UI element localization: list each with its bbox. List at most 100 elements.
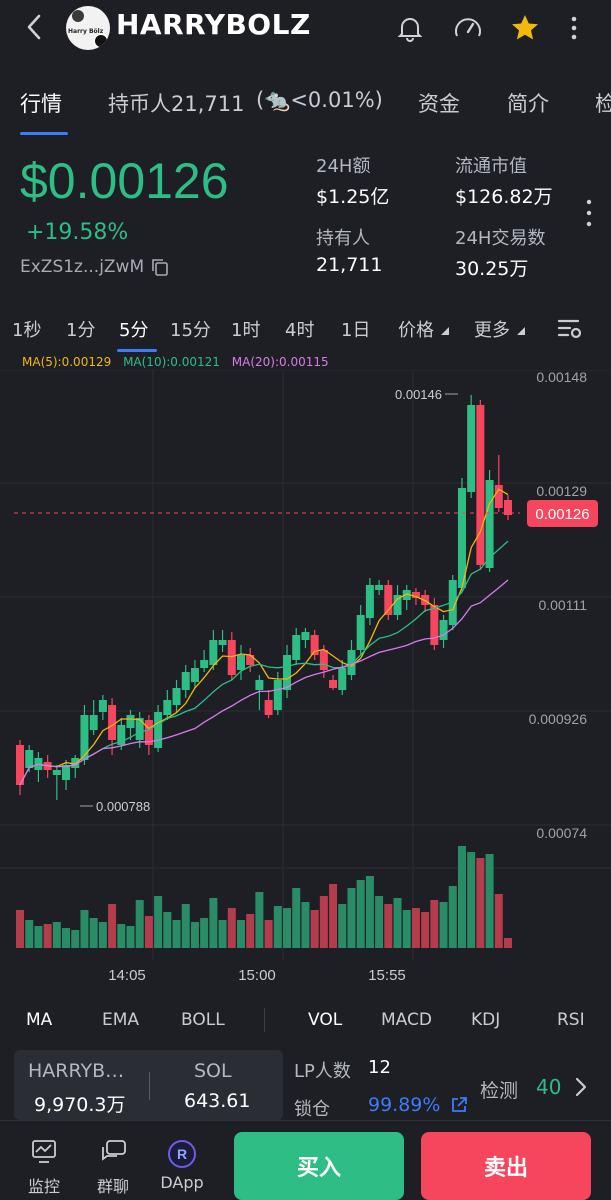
tab-check[interactable]: 检 <box>595 92 611 116</box>
volume-bar <box>310 910 319 948</box>
indicator-kdj[interactable]: KDJ <box>471 1010 501 1030</box>
dapp-button[interactable]: R DApp <box>152 1139 212 1192</box>
candle-body <box>126 715 135 728</box>
price-change: +19.58% <box>26 220 129 245</box>
indicator-boll[interactable]: BOLL <box>181 1010 225 1030</box>
indicator-ma[interactable]: MA <box>26 1010 53 1030</box>
indicator-vol[interactable]: VOL <box>308 1010 343 1030</box>
volume-bar <box>301 902 310 948</box>
indicator-rsi[interactable]: RSI <box>557 1010 585 1030</box>
bell-icon[interactable] <box>392 10 428 46</box>
volume-bar <box>163 912 172 948</box>
ma5-label: MA(5):0.00129 <box>22 355 112 369</box>
stat-holders-label: 持有人 <box>316 228 370 249</box>
tab-holders-rat[interactable]: (🐀<0.01%) <box>256 88 383 112</box>
stat-market-cap-label: 流通市值 <box>455 156 527 177</box>
candle-body <box>181 672 190 690</box>
interval-1d[interactable]: 1日 <box>341 320 371 341</box>
volume-bar <box>209 898 218 948</box>
candle-body <box>273 680 282 710</box>
group-chat-label: 群聊 <box>96 1177 129 1196</box>
volume-bar <box>476 858 485 948</box>
candle-body <box>98 700 107 712</box>
candle-body <box>264 700 273 715</box>
chart-settings-icon[interactable] <box>556 314 584 347</box>
volume-bar <box>52 922 61 948</box>
candle-body <box>190 668 199 682</box>
candle-body <box>71 758 80 768</box>
dapp-label: DApp <box>160 1173 204 1192</box>
volume-bar <box>384 904 393 948</box>
volume-bar <box>485 854 494 948</box>
star-icon[interactable] <box>507 10 543 46</box>
candlestick-chart[interactable]: 0.00148 0.00129 0.00111 0.000926 0.00074 14:0… <box>0 370 611 990</box>
candle-body <box>144 720 153 745</box>
sell-button[interactable]: 卖出 <box>421 1132 591 1200</box>
volume-bar <box>135 900 144 948</box>
check-label[interactable]: 检测 <box>480 1080 519 1102</box>
stat-holders-value: 21,711 <box>316 254 383 276</box>
tab-funds[interactable]: 资金 <box>418 92 460 116</box>
interval-1h[interactable]: 1时 <box>231 320 261 341</box>
token-avatar: Harry Bölz <box>66 6 110 50</box>
monitor-icon <box>32 1140 56 1163</box>
more-icon[interactable] <box>556 10 592 46</box>
contract-address[interactable]: ExZS1z...jZwM <box>20 257 170 277</box>
lock-value[interactable]: 99.89% <box>368 1094 441 1116</box>
interval-4h[interactable]: 4时 <box>285 320 315 341</box>
volume-bar <box>218 920 227 948</box>
candle-body <box>457 488 466 588</box>
check-score[interactable]: 40 <box>536 1075 562 1099</box>
candle-body <box>439 620 448 640</box>
svg-text:R: R <box>177 1146 187 1162</box>
ma10-label: MA(10):0.00121 <box>123 355 220 369</box>
candle-body <box>384 585 393 615</box>
volume-bar <box>98 922 107 948</box>
group-chat-button[interactable]: 群聊 <box>83 1139 143 1197</box>
stats-more-icon[interactable] <box>584 198 594 230</box>
buy-button[interactable]: 买入 <box>234 1132 404 1200</box>
tab-market[interactable]: 行情 <box>20 92 62 116</box>
interval-15m[interactable]: 15分 <box>170 320 211 341</box>
volume-bar <box>430 900 439 948</box>
pool-token-amount: 9,970.3万 <box>34 1094 126 1116</box>
ma-legend: MA(5):0.00129 MA(10):0.00121 MA(20):0.00… <box>22 355 337 369</box>
pool-token-symbol: HARRYB… <box>28 1060 125 1082</box>
price-dropdown[interactable]: 价格 <box>398 316 450 342</box>
external-link-icon[interactable] <box>450 1096 468 1118</box>
stat-market-cap-value: $126.82万 <box>455 186 553 208</box>
indicator-ema[interactable]: EMA <box>102 1010 140 1030</box>
interval-1s[interactable]: 1秒 <box>12 320 42 341</box>
indicator-macd[interactable]: MACD <box>381 1010 432 1030</box>
volume-bar <box>80 910 89 948</box>
gauge-icon[interactable] <box>450 10 486 46</box>
volume-bar <box>375 896 384 948</box>
interval-1m[interactable]: 1分 <box>66 320 96 341</box>
more-dropdown[interactable]: 更多 <box>474 316 526 342</box>
candle-body <box>365 585 374 618</box>
volume-bar <box>236 920 245 948</box>
interval-5m[interactable]: 5分 <box>119 320 149 341</box>
volume-bar <box>264 920 273 948</box>
volume-bar <box>154 896 163 948</box>
header: Harry Bölz HARRYBOLZ <box>0 0 611 56</box>
tab-holders[interactable]: 持币人21,711 <box>108 92 245 116</box>
copy-icon[interactable] <box>150 257 170 277</box>
monitor-button[interactable]: 监控 <box>14 1139 74 1197</box>
volume-bar <box>393 898 402 948</box>
x-axis-tick: 15:00 <box>238 967 276 984</box>
candle-body <box>356 615 365 650</box>
candle-body <box>25 750 34 768</box>
candle-body <box>62 765 71 780</box>
candle-body <box>310 635 319 655</box>
volume-bar <box>246 914 255 948</box>
volume-bar <box>227 908 236 948</box>
tab-intro[interactable]: 简介 <box>507 92 549 116</box>
pool-quote-symbol: SOL <box>194 1060 232 1082</box>
volume-bar <box>200 918 209 948</box>
chevron-right-icon[interactable] <box>574 1076 588 1102</box>
stat-24h-volume-label: 24H额 <box>316 156 371 177</box>
back-button[interactable] <box>18 10 50 44</box>
x-axis-tick: 14:05 <box>108 967 146 984</box>
candle-body <box>80 715 89 760</box>
